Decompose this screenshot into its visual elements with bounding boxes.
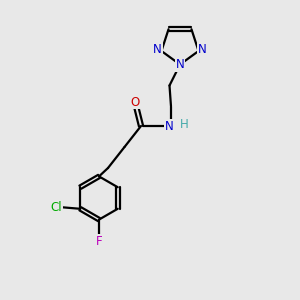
Text: N: N xyxy=(198,43,207,56)
Text: N: N xyxy=(153,43,162,56)
Text: F: F xyxy=(96,235,102,248)
Text: O: O xyxy=(130,95,140,109)
Text: H: H xyxy=(180,118,189,131)
Text: Cl: Cl xyxy=(50,201,62,214)
Text: N: N xyxy=(176,58,184,71)
Text: N: N xyxy=(165,119,174,133)
